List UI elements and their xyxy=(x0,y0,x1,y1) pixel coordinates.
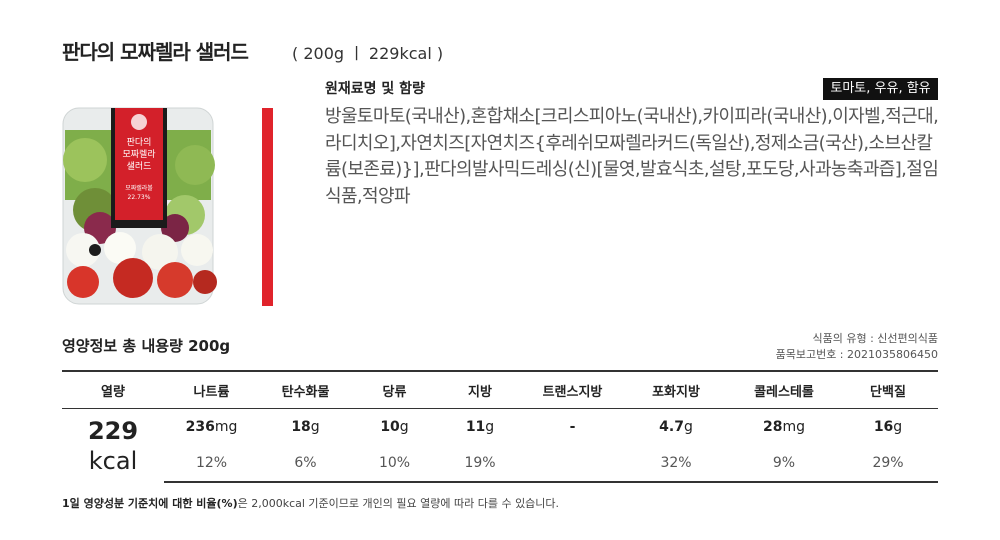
allergen-badge: 토마토, 우유, 함유 xyxy=(823,78,938,100)
amount: 16 xyxy=(873,419,894,435)
percent-cell xyxy=(523,445,622,483)
percent: 9% xyxy=(772,455,796,471)
label-badge-value: 22.73% xyxy=(128,194,151,201)
label-badge: 모짜렐라볼 xyxy=(125,184,153,192)
amount: 28 xyxy=(762,419,783,435)
calories-amount: 229 xyxy=(87,416,139,445)
percent-row: 12% 6% 10% 19% 32% 9% 29% xyxy=(62,445,938,483)
nutrition-table: 열량 나트륨 탄수화물 당류 지방 트랜스지방 포화지방 콜레스테롤 단백질 229 kcal … xyxy=(62,370,938,483)
header-row: 열량 나트륨 탄수화물 당류 지방 트랜스지방 포화지방 콜레스테롤 단백질 xyxy=(62,370,938,409)
amount-cell: 28mg xyxy=(730,409,838,446)
percent: 12% xyxy=(195,455,228,471)
amount-cell: 11g xyxy=(437,409,523,446)
footnote-bold: 1일 영양성분 기준치에 대한 비율(%) xyxy=(62,497,238,510)
label-line: 샐러드 xyxy=(127,161,152,172)
column-header: 콜레스테롤 xyxy=(730,370,838,409)
percent-cell: 9% xyxy=(730,445,838,483)
percent-cell: 6% xyxy=(259,445,352,483)
nutrition-title: 영양정보 총 내용량 200g xyxy=(62,337,231,355)
column-header: 단백질 xyxy=(838,370,938,409)
percent-cell: 12% xyxy=(164,445,259,483)
amount: 18 xyxy=(291,419,311,435)
amount-cell: 236mg xyxy=(164,409,259,446)
amount: 10 xyxy=(380,419,400,435)
product-title: 판다의 모짜렐라 샐러드 xyxy=(62,40,249,64)
percent-cell: 29% xyxy=(838,445,938,483)
percent-cell: 10% xyxy=(352,445,437,483)
percent-cell: 32% xyxy=(622,445,730,483)
amount-row: 229 kcal 236mg 18g 10g 11g -4.7g 28mg 16g xyxy=(62,409,938,475)
percent: 10% xyxy=(378,455,411,471)
column-header: 열량 xyxy=(62,370,164,409)
calories-cell: 229 kcal xyxy=(62,409,164,483)
amount: 4.7 xyxy=(659,419,684,435)
unit: g xyxy=(485,419,495,435)
footnote-text: 은 2,000kcal 기준이므로 개인의 필요 열량에 따라 다를 수 있습니… xyxy=(237,497,560,510)
amount-cell: 18g xyxy=(259,409,352,446)
amount-cell: - xyxy=(523,409,622,446)
unit: g xyxy=(893,419,903,435)
column-header: 당류 xyxy=(352,370,437,409)
column-header: 나트륨 xyxy=(164,370,259,409)
unit: mg xyxy=(214,419,238,435)
percent: 32% xyxy=(660,455,692,471)
product-image: 판다의 모짜렐라 샐러드 모짜렐라볼 22.73% xyxy=(62,107,217,305)
calories-unit: kcal xyxy=(88,446,138,475)
ingredients-heading: 원재료명 및 함량 xyxy=(325,81,425,97)
column-header: 트랜스지방 xyxy=(523,370,622,409)
percent: 19% xyxy=(464,455,496,471)
amount: - xyxy=(569,419,576,435)
accent-bar xyxy=(262,108,273,306)
percent: 29% xyxy=(872,455,904,471)
amount-cell: 10g xyxy=(352,409,437,446)
amount-cell: 4.7g xyxy=(622,409,730,446)
amount: 236 xyxy=(185,419,215,435)
column-header: 지방 xyxy=(437,370,523,409)
column-header: 포화지방 xyxy=(622,370,730,409)
column-header: 탄수화물 xyxy=(259,370,352,409)
percent-cell: 19% xyxy=(437,445,523,483)
label-line: 모짜렐라 xyxy=(122,148,156,160)
amount: 11 xyxy=(465,419,486,435)
unit: g xyxy=(399,419,409,435)
report-number: 품목보고번호 : 2021035806450 xyxy=(775,348,938,361)
unit: g xyxy=(310,419,320,435)
ingredients-text: 방울토마토(국내산),혼합채소[크리스피아노(국내산),카이피라(국내산),이자… xyxy=(325,106,939,207)
unit: g xyxy=(683,419,693,435)
product-spec: ( 200g ㅣ 229kcal ) xyxy=(292,44,444,63)
footnote: 1일 영양성분 기준치에 대한 비율(%)은 2,000kcal 기준이므로 개… xyxy=(62,495,559,511)
label-line: 판다의 xyxy=(127,137,152,148)
percent: 6% xyxy=(294,455,317,471)
amount-cell: 16g xyxy=(838,409,938,446)
unit: mg xyxy=(782,419,805,435)
food-type: 식품의 유형 : 신선편의식품 xyxy=(812,332,938,345)
